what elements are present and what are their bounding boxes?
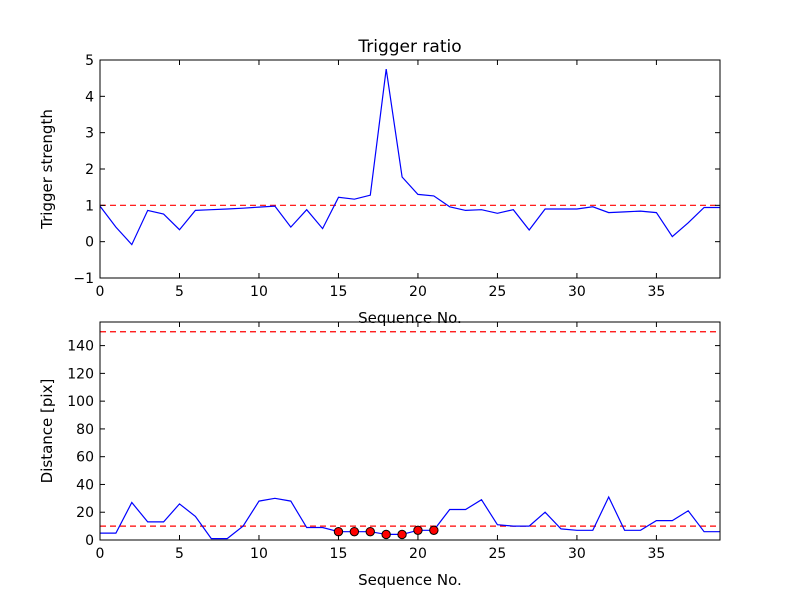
series-line	[99, 69, 720, 246]
data-point-marker	[333, 526, 344, 537]
x-tick-label: 35	[647, 284, 665, 300]
x-tick-label: 10	[250, 546, 268, 562]
y-tick-label: 2	[85, 162, 94, 178]
data-point-marker	[397, 529, 407, 540]
y-tick-label: 20	[76, 505, 94, 521]
plot-frame	[99, 321, 721, 541]
x-axis-label: Sequence No.	[358, 309, 462, 327]
y-tick-label: 3	[85, 126, 94, 142]
y-tick-label: −1	[73, 271, 94, 287]
x-axis-label: Sequence No.	[358, 571, 462, 589]
y-tick-label: 100	[67, 394, 94, 410]
y-tick-label: 5	[85, 53, 94, 69]
x-tick-label: 15	[330, 546, 348, 562]
distance-chart: Distance [pix] 0 5 10 15 20 25 30 35 0 20 40 60 80 10…	[38, 321, 721, 589]
x-tick-label: 35	[647, 546, 665, 562]
x-tick-label: 30	[568, 546, 586, 562]
y-tick-label: 0	[85, 533, 94, 549]
y-tick-label: 80	[76, 422, 94, 438]
y-tick-label: 0	[85, 235, 94, 251]
x-tick-label: 0	[96, 546, 105, 562]
x-tick-label: 5	[175, 546, 184, 562]
y-tick-label: 40	[76, 477, 94, 493]
data-point-marker	[349, 526, 360, 537]
x-tick-label: 30	[568, 284, 586, 300]
x-tick-label: 25	[489, 546, 507, 562]
data-point-marker	[413, 525, 423, 535]
y-tick-label: 140	[67, 339, 94, 355]
y-tick-label: 4	[85, 89, 94, 105]
y-tick-label: 120	[67, 366, 94, 382]
plot-frame	[99, 59, 721, 279]
x-tick-label: 20	[409, 284, 427, 300]
y-tick-label: 60	[76, 450, 94, 466]
x-tick-label: 15	[330, 284, 348, 300]
x-tick-label: 10	[250, 284, 268, 300]
chart-title: Trigger ratio	[357, 37, 461, 57]
y-axis-label: Trigger strength	[38, 109, 56, 230]
y-tick-label: 1	[85, 198, 94, 214]
series-line	[100, 495, 720, 540]
data-point-marker	[381, 529, 391, 540]
x-tick-label: 0	[96, 284, 105, 300]
data-point-marker	[365, 526, 375, 537]
data-point-marker	[429, 525, 439, 535]
y-axis-label: Distance [pix]	[38, 379, 56, 484]
x-tick-label: 20	[409, 546, 427, 562]
x-tick-label: 25	[489, 284, 507, 300]
x-tick-label: 5	[175, 284, 184, 300]
trigger-ratio-chart: Trigger ratio Trigger strength 0 5 10 15 20 2…	[38, 37, 721, 327]
